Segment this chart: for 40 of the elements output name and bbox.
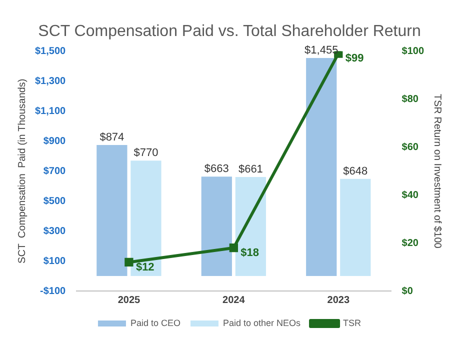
y-tick-label: $700 (43, 166, 66, 177)
y-tick-label: $1,100 (34, 106, 66, 117)
data-label: $648 (343, 165, 368, 178)
data-label: $99 (345, 52, 364, 65)
y-tick-label: $1,500 (34, 46, 66, 57)
y-axis-title: SCT Compensation Paid (in Thousands) (16, 78, 28, 264)
y2-tick-label: $40 (402, 190, 419, 201)
y2-tick-label: $80 (402, 94, 419, 105)
data-label: $18 (240, 246, 260, 259)
y2-tick-label: $0 (402, 286, 414, 297)
data-label: $663 (204, 163, 229, 176)
y-tick-label: $100 (43, 256, 66, 267)
y-tick-label: $500 (43, 196, 66, 207)
y2-tick-label: $60 (402, 142, 419, 153)
y2-axis-title: TSR Return on Investment of $100 (431, 94, 442, 249)
data-label: $12 (136, 261, 154, 274)
y2-tick-label: $100 (402, 46, 424, 57)
x-tick-label: 2025 (118, 294, 141, 306)
data-label: $1,455 (304, 44, 338, 56)
legend-label: Paid to CEO (130, 318, 180, 328)
legend-label: TSR (343, 318, 362, 328)
point (229, 244, 238, 252)
point (124, 258, 134, 267)
data-label: $874 (100, 132, 124, 144)
x-tick-label: 2023 (327, 294, 350, 306)
bar (130, 160, 162, 276)
legend-label: Paid to other NEOs (222, 318, 302, 328)
bar (96, 145, 128, 276)
chart-title: SCT Compensation Paid vs. Total Shareholder Return (38, 23, 421, 40)
data-label: $661 (238, 163, 263, 176)
bar (306, 58, 337, 276)
y-tick-label: $1,300 (34, 76, 66, 87)
data-label: $770 (134, 147, 158, 160)
y-tick-label: $900 (43, 136, 66, 147)
y-tick-label: -$100 (40, 286, 66, 297)
y2-tick-label: $20 (402, 238, 419, 249)
y-tick-label: $300 (43, 226, 66, 237)
x-tick-label: 2024 (222, 294, 246, 306)
bar (201, 176, 232, 276)
bar (340, 178, 371, 276)
